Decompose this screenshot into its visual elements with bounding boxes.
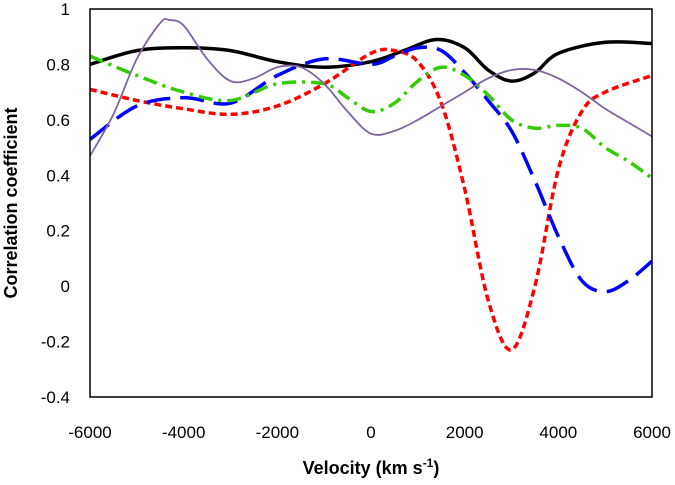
series-line-blue-long-dash	[90, 45, 652, 294]
y-tick-label: -0.4	[41, 388, 70, 407]
y-tick-label: 0	[61, 277, 70, 296]
x-tick-label: 4000	[539, 423, 577, 442]
y-axis-title: Correlation coefficient	[1, 107, 21, 298]
series-line-black-solid	[90, 37, 652, 83]
series-line-purple-thin	[90, 17, 652, 157]
series-line-green-dash-dot	[90, 54, 652, 180]
x-tick-label: 6000	[633, 423, 671, 442]
x-tick-label: -4000	[162, 423, 205, 442]
y-tick-label: 1	[61, 0, 70, 19]
y-tick-label: 0.4	[46, 166, 70, 185]
x-tick-label: 2000	[446, 423, 484, 442]
y-tick-label: 0.6	[46, 111, 70, 130]
x-tick-label: -2000	[256, 423, 299, 442]
y-tick-label: 0.8	[46, 55, 70, 74]
y-tick-label: 0.2	[46, 222, 70, 241]
series-line-red-short-dash	[90, 47, 652, 352]
plot-area-frame	[89, 8, 653, 398]
x-axis-title: Velocity (km s-1)	[303, 456, 440, 478]
x-tick-label: 0	[366, 423, 375, 442]
x-tick-label: -6000	[68, 423, 111, 442]
y-tick-label: -0.2	[41, 333, 70, 352]
